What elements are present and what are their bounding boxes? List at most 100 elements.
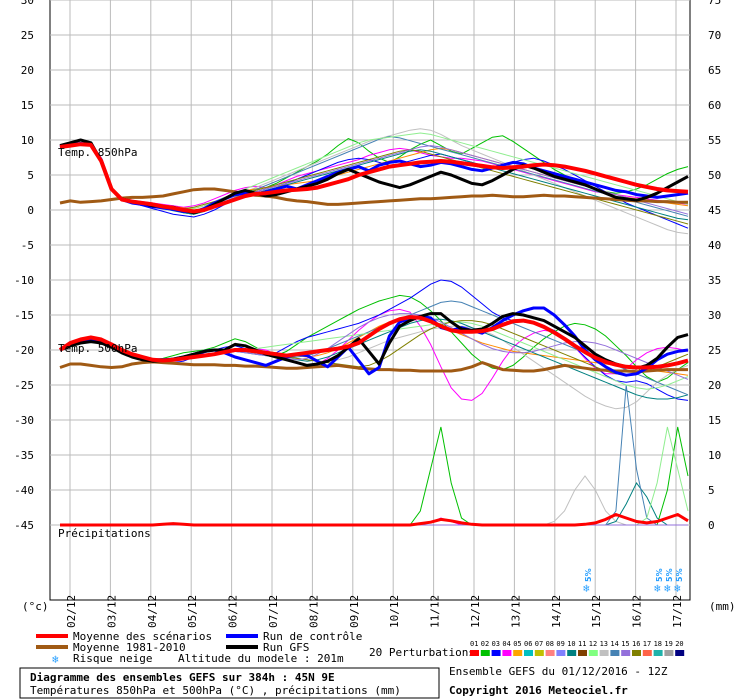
- perturbation-number: 06: [524, 640, 532, 648]
- left-tick-label: -20: [14, 344, 34, 357]
- mean-line-t500: [58, 315, 689, 370]
- snow-marker-label: 5%: [655, 568, 664, 582]
- panel-label-t500: Temp. 500hPa: [58, 342, 137, 355]
- perturbation-number: 10: [567, 640, 575, 648]
- perturbation-swatch: [653, 650, 663, 656]
- perturbation-swatch: [513, 650, 523, 656]
- perturbation-number: 08: [546, 640, 554, 648]
- left-tick-label: -40: [14, 484, 34, 497]
- left-axis-unit: (°c): [22, 600, 49, 613]
- right-tick-label: 55: [708, 134, 721, 147]
- snowflake-icon: ❄: [52, 653, 59, 666]
- right-tick-label: 15: [708, 414, 721, 427]
- panel-label-t850: Temp. 850hPa: [58, 146, 137, 159]
- climo-line-t850: [59, 187, 688, 206]
- left-tick-label: 25: [21, 29, 34, 42]
- panel-label-precip: Précipitations: [58, 527, 151, 540]
- legend: Moyenne des scénarios Moyenne 1981-2010 …: [36, 630, 685, 666]
- date-label: 08/12: [307, 595, 320, 628]
- date-label: 05/12: [186, 595, 199, 628]
- date-label: 14/12: [550, 595, 563, 628]
- perturbation-line-t500: [59, 294, 689, 383]
- left-tick-label: 20: [21, 64, 34, 77]
- footer-title: Diagramme des ensembles GEFS sur 384h : …: [30, 671, 335, 684]
- perturbation-swatch: [556, 650, 566, 656]
- left-tick-label: 15: [21, 99, 34, 112]
- perturbation-number: 07: [535, 640, 543, 648]
- perturbation-number: 15: [621, 640, 629, 648]
- perturbation-swatch: [578, 650, 587, 656]
- perturbation-swatch: [675, 650, 685, 656]
- perturbation-swatch: [545, 650, 555, 656]
- snowflake-icon: ❄: [674, 582, 681, 595]
- perturbation-number: 04: [502, 640, 510, 648]
- right-tick-label: 75: [708, 0, 721, 7]
- right-axis-unit: (mm): [709, 600, 736, 613]
- snowflake-icon: ❄: [664, 582, 671, 595]
- legend-label-perturbations: 20 Perturbations: [369, 646, 475, 659]
- footer-copyright: Copyright 2016 Meteociel.fr: [449, 684, 628, 697]
- perturbation-swatch: [588, 650, 598, 656]
- perturbation-swatch: [470, 650, 479, 656]
- legend-label-gfs: Run GFS: [263, 641, 309, 654]
- perturbation-number: 11: [578, 640, 586, 648]
- perturbation-swatch: [491, 650, 501, 656]
- perturbation-swatch: [480, 650, 490, 656]
- right-tick-label: 60: [708, 99, 721, 112]
- perturbation-swatch: [534, 650, 544, 656]
- right-tick-label: 0: [708, 519, 715, 532]
- footer-run: Ensemble GEFS du 01/12/2016 - 12Z: [449, 665, 668, 678]
- perturbation-number: 18: [654, 640, 662, 648]
- legend-label-mean: Moyenne des scénarios: [73, 630, 212, 643]
- date-label: 15/12: [590, 595, 603, 628]
- right-tick-label: 25: [708, 344, 721, 357]
- right-tick-label: 20: [708, 379, 721, 392]
- date-label: 09/12: [348, 595, 361, 628]
- x-axis-dates: 02/12 03/12 04/12 05/12 06/12 07/12 08/12 09/12…: [65, 595, 684, 628]
- date-label: 12/12: [469, 595, 482, 628]
- perturbation-number: 05: [513, 640, 521, 648]
- left-tick-label: -45: [14, 519, 34, 532]
- perturbation-number: 01: [470, 640, 478, 648]
- perturbation-swatch: [621, 650, 631, 656]
- date-label: 11/12: [429, 595, 442, 628]
- right-tick-label: 40: [708, 239, 721, 252]
- right-tick-label: 45: [708, 204, 721, 217]
- left-tick-label: 30: [21, 0, 34, 7]
- snow-marker-label: 5%: [675, 568, 684, 582]
- plot-area: [49, 0, 691, 601]
- perturbation-swatch: [664, 650, 674, 656]
- left-tick-label: 0: [27, 204, 34, 217]
- perturbation-number: 12: [589, 640, 597, 648]
- date-label: 10/12: [388, 595, 401, 628]
- mean-line-t850: [59, 142, 689, 214]
- perturbation-number: 02: [481, 640, 489, 648]
- perturbation-number: 19: [664, 640, 672, 648]
- snowflake-icon: ❄: [583, 582, 590, 595]
- snowflake-icon: ❄: [654, 582, 661, 595]
- date-label: 04/12: [146, 595, 159, 628]
- perturbation-legend: 01 02 03 04 05 06 07 08 09 10 11 12 13 14 15 16 17 18 19 20: [470, 640, 685, 656]
- snow-marker-label: 5%: [584, 568, 593, 582]
- main-lines: [58, 138, 689, 527]
- perturbation-number: 03: [492, 640, 500, 648]
- left-tick-label: -25: [14, 379, 34, 392]
- perturbation-swatch: [632, 650, 641, 656]
- date-label: 13/12: [509, 595, 522, 628]
- perturbation-swatch: [567, 650, 577, 656]
- mean-line-precip: [60, 513, 689, 527]
- perturbation-number: 13: [600, 640, 608, 648]
- legend-label-control: Run de contrôle: [263, 630, 362, 643]
- right-tick-label: 10: [708, 449, 721, 462]
- left-tick-label: 5: [27, 169, 34, 182]
- perturbation-swatch: [610, 650, 620, 656]
- left-tick-label: -10: [14, 274, 34, 287]
- perturbation-number: 17: [643, 640, 651, 648]
- date-label: 07/12: [267, 595, 280, 628]
- date-label: 16/12: [631, 595, 644, 628]
- date-label: 17/12: [671, 595, 684, 628]
- left-tick-label: -5: [21, 239, 34, 252]
- perturbation-swatch: [502, 650, 512, 656]
- right-tick-label: 35: [708, 274, 721, 287]
